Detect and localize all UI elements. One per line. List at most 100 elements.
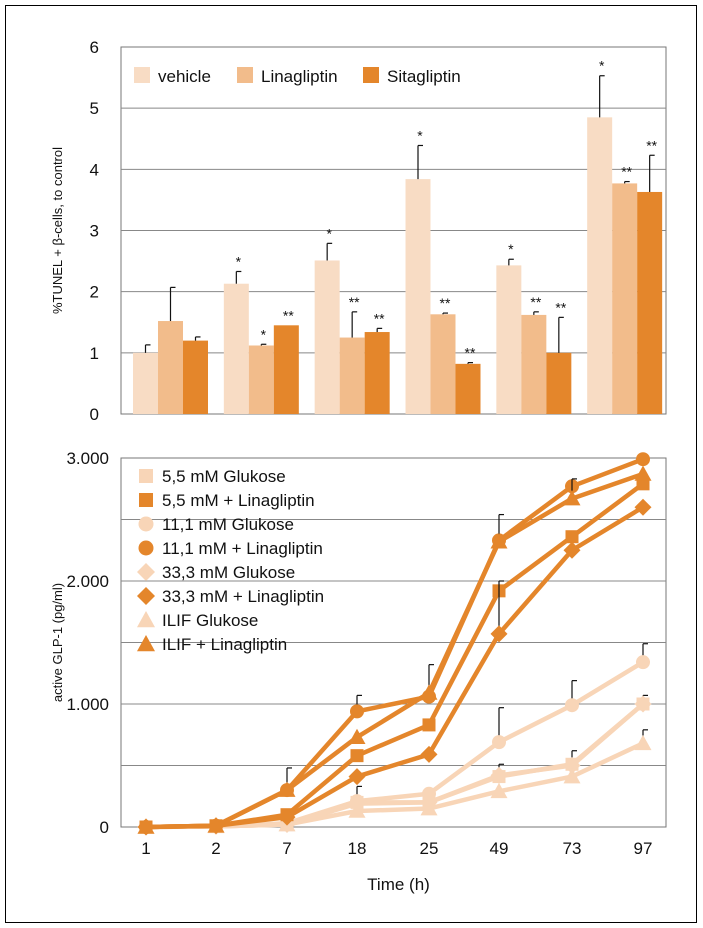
line-x-tick-label: 49 <box>490 839 509 858</box>
bar-significance-label: ** <box>374 310 385 326</box>
bar <box>521 314 547 414</box>
line-point <box>634 695 652 713</box>
line-y-tick-label: 2.000 <box>66 572 109 591</box>
line-point <box>634 498 652 516</box>
line-y-tick-label: 1.000 <box>66 695 109 714</box>
line-legend-marker <box>139 469 153 483</box>
line-legend-marker <box>137 587 155 605</box>
bar-significance-label: ** <box>646 137 657 153</box>
line-legend-label: 5,5 mM + Linagliptin <box>162 491 315 510</box>
line-point <box>563 757 581 774</box>
bar-significance-label: * <box>417 127 423 143</box>
line-point <box>420 800 438 816</box>
bar <box>183 340 208 414</box>
line-point <box>278 808 296 826</box>
bar <box>133 352 158 414</box>
line-point <box>634 734 652 751</box>
line-legend-marker <box>137 563 155 581</box>
bar-y-axis-label: %TUNEL + β-cells, to control <box>50 147 65 314</box>
bar-legend-label: Sitagliptin <box>387 67 461 86</box>
bar <box>314 260 340 414</box>
bar-significance-label: ** <box>621 164 632 180</box>
line-point <box>490 533 508 549</box>
bar <box>405 179 431 414</box>
line-legend-label: 33,3 mM Glukose <box>162 563 295 582</box>
bar-y-tick-label: 5 <box>90 99 99 118</box>
line-y-tick-label: 3.000 <box>66 449 109 468</box>
line-point <box>636 655 650 670</box>
bar-significance-label: ** <box>555 299 566 315</box>
bar <box>455 363 481 414</box>
line-x-tick-label: 7 <box>282 839 291 858</box>
line-point <box>350 749 364 763</box>
line-point <box>348 768 366 786</box>
line-point <box>636 452 650 467</box>
bar <box>546 352 572 414</box>
line-legend-label: 11,1 mM + Linagliptin <box>162 539 323 558</box>
bar <box>364 332 390 414</box>
bar <box>430 314 456 414</box>
line-legend-label: ILIF Glukose <box>162 611 258 630</box>
line-point <box>348 728 366 745</box>
line-point <box>348 802 366 818</box>
bar <box>273 325 299 414</box>
bar-legend-label: vehicle <box>158 67 211 86</box>
line-point <box>422 786 436 801</box>
line-x-tick-label: 97 <box>634 839 653 858</box>
line-point <box>563 541 581 559</box>
line-series <box>145 741 644 830</box>
line-point <box>563 490 581 506</box>
line-x-tick-label: 1 <box>141 839 150 858</box>
line-point <box>350 704 364 719</box>
bar <box>637 191 663 414</box>
line-x-axis-label: Time (h) <box>367 875 430 894</box>
bar-legend-swatch <box>237 67 253 83</box>
bar <box>248 345 274 414</box>
bar-significance-label: ** <box>283 307 294 323</box>
line-x-tick-label: 25 <box>420 839 439 858</box>
bar-y-tick-label: 6 <box>90 38 99 57</box>
line-legend-label: ILIF + Linagliptin <box>162 635 287 654</box>
bar-significance-label: * <box>326 225 332 241</box>
bar-y-tick-label: 3 <box>90 222 99 241</box>
line-legend-marker <box>137 635 155 652</box>
line-point <box>490 625 508 643</box>
line-x-tick-label: 73 <box>563 839 582 858</box>
line-series <box>145 471 644 830</box>
line-point <box>563 768 581 784</box>
bar-y-tick-label: 4 <box>90 160 99 179</box>
bar-significance-label: ** <box>440 295 451 311</box>
bar <box>496 265 522 414</box>
line-point <box>420 684 438 700</box>
bar-legend-label: Linagliptin <box>261 67 338 86</box>
bar-significance-label: ** <box>465 345 476 361</box>
line-series <box>145 505 645 830</box>
bar-legend-swatch <box>363 67 379 83</box>
bar-significance-label: ** <box>349 294 360 310</box>
bar-significance-label: * <box>508 241 514 257</box>
bar <box>612 183 638 414</box>
line-x-tick-label: 18 <box>348 839 367 858</box>
line-legend-label: 11,1 mM Glukose <box>162 515 294 534</box>
line-point <box>565 530 579 544</box>
line-legend-label: 5,5 mM Glukose <box>162 467 286 486</box>
bar-y-tick-label: 2 <box>90 283 99 302</box>
bar <box>339 337 365 414</box>
line-point <box>492 735 506 750</box>
line-point <box>207 817 225 833</box>
bar-significance-label: * <box>236 253 242 269</box>
line-legend-marker <box>138 540 154 556</box>
line-y-tick-label: 0 <box>100 818 109 837</box>
line-y-axis-label: active GLP-1 (pg/ml) <box>50 583 65 702</box>
line-point <box>565 698 579 713</box>
bar-significance-label: * <box>599 58 605 74</box>
line-point <box>490 766 508 784</box>
line-legend-marker <box>137 611 155 628</box>
line-point <box>278 781 296 797</box>
bar <box>587 117 613 414</box>
bar-y-tick-label: 1 <box>90 344 99 363</box>
bar-significance-label: ** <box>530 294 541 310</box>
line-legend-marker <box>138 516 154 532</box>
bar-significance-label: * <box>261 326 267 342</box>
